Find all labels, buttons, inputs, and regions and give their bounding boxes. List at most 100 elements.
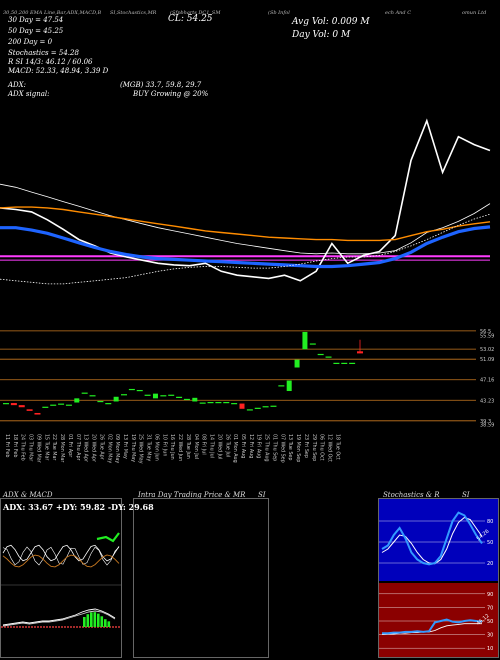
stoch-level-label: 20 bbox=[487, 561, 493, 567]
date-tick-label: 19 Thu May bbox=[130, 434, 136, 462]
macd-hist-bar bbox=[104, 619, 107, 627]
intraday-panel-title-2: SI bbox=[258, 491, 266, 499]
price-bar bbox=[294, 359, 300, 368]
date-tick-label: 06 Mon Jun bbox=[154, 434, 160, 461]
date-tick-label: 20 Wed Jul bbox=[216, 434, 222, 459]
series-ema50 bbox=[0, 206, 491, 242]
y-tick-label: 56.5 bbox=[480, 329, 491, 335]
series-ema30 bbox=[0, 183, 491, 255]
price-bar bbox=[302, 331, 308, 350]
price-bar bbox=[309, 343, 316, 345]
price-bar bbox=[89, 395, 96, 397]
date-tick-label: 10 Fri Jun bbox=[161, 434, 167, 456]
y-tick-label: 47.16 bbox=[480, 378, 494, 384]
intraday-panel-title: Intra Day Trading Price & MR bbox=[138, 491, 246, 499]
price-bar bbox=[121, 394, 127, 396]
adx-series bbox=[2, 544, 120, 562]
intraday-panel bbox=[133, 498, 269, 658]
price-bar bbox=[270, 405, 277, 407]
date-tick-label: 08 Fri Jul bbox=[201, 434, 207, 455]
rsi-level-label: 50 bbox=[487, 619, 493, 625]
rsi-level-label: 30 bbox=[487, 633, 493, 639]
price-bar bbox=[113, 396, 119, 402]
price-bar bbox=[286, 380, 292, 392]
price-bar bbox=[26, 409, 33, 411]
stat-ema50: 50 Day = 45.25 bbox=[8, 27, 64, 35]
date-tick-label: 25 Thu Aug bbox=[264, 434, 270, 462]
date-tick-label: 03 Thu Mar bbox=[28, 434, 34, 461]
price-bar bbox=[183, 398, 190, 401]
price-bar bbox=[58, 403, 65, 405]
y-tick-label: 38.59 bbox=[480, 423, 494, 429]
date-tick-label: 19 Fri Aug bbox=[256, 434, 262, 458]
macd-hist-bar bbox=[107, 621, 111, 627]
date-tick-label: 05 Fri Aug bbox=[240, 434, 246, 458]
date-tick-label: 25 Wed May bbox=[138, 434, 144, 464]
adx-panel-title: ADX & MACD bbox=[3, 491, 53, 499]
adx-series bbox=[2, 546, 120, 566]
macd-hist-bar bbox=[86, 614, 90, 627]
series-price bbox=[0, 118, 491, 282]
rsi-line bbox=[382, 618, 483, 635]
price-bar bbox=[144, 394, 151, 396]
y-tick-label: 51.09 bbox=[480, 357, 494, 363]
header-title-1: 30,50,200 EMA Line,Bar,ADX,MACD,B bbox=[3, 10, 102, 16]
stat-ema30: 30 Day = 47.54 bbox=[8, 16, 64, 24]
date-tick-label: 13 Fri May bbox=[122, 434, 128, 459]
date-tick-label: 26 Tue Apr bbox=[98, 434, 104, 460]
price-bar bbox=[239, 403, 245, 409]
header-title-6: omun Ltd bbox=[462, 10, 487, 16]
date-tick-label: 19 Mon Sep bbox=[295, 434, 301, 462]
price-bar bbox=[207, 402, 214, 404]
date-tick-label: 22 Wed Jun bbox=[177, 434, 183, 461]
header-title-2: SI,Stochastics,MR bbox=[110, 10, 157, 16]
series-ema200 bbox=[0, 225, 491, 269]
y-tick-label: 43.23 bbox=[480, 398, 494, 404]
avg-volume: Avg Vol: 0.009 M bbox=[292, 17, 370, 27]
price-bar bbox=[246, 409, 253, 411]
price-bar bbox=[349, 362, 356, 364]
date-tick-label: 26 Tue Jul bbox=[224, 434, 230, 457]
y-tick-label: 55.59 bbox=[480, 334, 494, 340]
date-tick-label: 11 Fri Feb bbox=[4, 434, 10, 457]
price-bar bbox=[128, 388, 135, 391]
stoch-k-line bbox=[381, 511, 483, 566]
header-title-3: (Sfpbharts DC1_SM bbox=[170, 10, 221, 16]
price-bar bbox=[176, 396, 183, 398]
price-bar bbox=[18, 405, 25, 408]
rsi-level-label: 90 bbox=[487, 592, 493, 598]
macd-line bbox=[2, 610, 116, 627]
date-tick-label: 28 Tue Jun bbox=[185, 434, 191, 459]
day-volume: Day Vol: 0 M bbox=[292, 30, 351, 40]
ema-chart bbox=[0, 118, 491, 285]
series-dotted bbox=[0, 213, 491, 285]
date-tick-label: 23 Fri Sep bbox=[303, 434, 309, 458]
price-bar bbox=[254, 407, 261, 409]
price-bar bbox=[231, 403, 238, 405]
date-tick-label: 20 Wed Apr bbox=[91, 434, 97, 462]
date-tick-label: 18 Tue Oct bbox=[334, 434, 340, 460]
close-price: CL: 54.25 bbox=[168, 14, 213, 24]
date-tick-label: 14 Thu Jul bbox=[209, 434, 215, 458]
date-tick-label: 09 Wed Mar bbox=[36, 434, 42, 463]
date-tick-label: 28 Mon Mar bbox=[59, 434, 65, 462]
stoch-bg bbox=[379, 499, 498, 581]
price-bar bbox=[262, 406, 269, 408]
adx-signal-label: ADX signal: bbox=[8, 90, 50, 98]
y-tick-label: 39.3 bbox=[480, 419, 491, 425]
price-bar bbox=[223, 402, 230, 404]
date-tick-label: 01 Thu Sep bbox=[272, 434, 278, 461]
date-tick-label: 01 Mon Aug bbox=[232, 434, 238, 463]
stoch-rsi-panel: 80 50 20 54.26 90 70 50 30 10 46.12 bbox=[378, 498, 499, 658]
date-tick-label: 07 Wed Sep bbox=[279, 434, 285, 463]
header-title-5: ech And C bbox=[385, 10, 412, 16]
price-bar bbox=[74, 398, 80, 403]
price-bar-chart: 56.555.59 53.02 51.09 47.16 43.23 39.338.59 bbox=[0, 329, 494, 429]
date-tick-label: 04 Mon Jul bbox=[193, 434, 199, 459]
stat-rsi: R SI 14/3: 46.12 / 60.06 bbox=[8, 58, 93, 66]
date-tick-label: 06 Thu Oct bbox=[319, 434, 325, 461]
date-tick-label: 01 Fri Apr bbox=[67, 434, 73, 457]
date-tick-label: 31 Tue May bbox=[146, 434, 152, 461]
price-bar bbox=[136, 389, 143, 392]
